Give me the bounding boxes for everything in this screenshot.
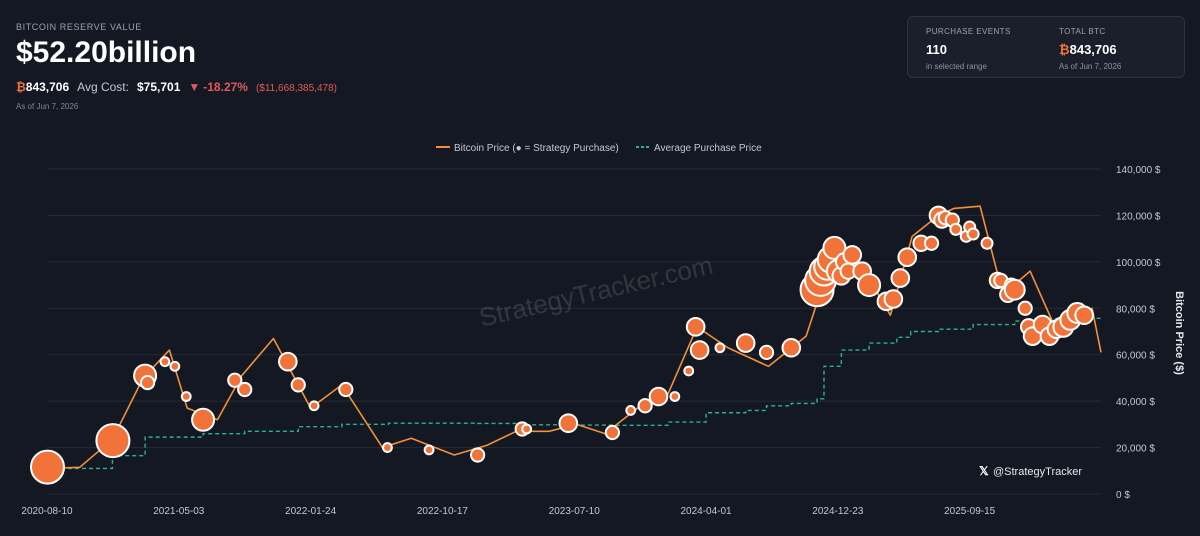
stats-line: ₿843,706 Avg Cost: $75,701 ▼ -18.27% ($1… [16,80,337,94]
reserve-unit: billion [107,36,197,69]
purchase-bubble [890,268,911,288]
purchase-bubble [290,377,306,393]
purchase-bubble [382,442,393,453]
purchase-bubble [923,235,940,251]
purchase-bubble [857,273,882,298]
y-tick-label: 100,000 $ [1116,258,1161,269]
change-absolute: ($11,668,385,478) [255,83,337,94]
purchase-bubble [227,372,243,388]
purchase-bubble [604,424,621,441]
purchase-bubble [521,423,533,435]
purchase-bubble [423,444,435,456]
btc-amount: 843,706 [25,80,70,94]
purchase-bubble [95,423,131,459]
total-btc-sub: As of Jun 7, 2026 [1059,62,1122,71]
purchase-bubble [338,381,354,398]
purchase-events-value: 110 [926,42,947,57]
credit-handle: @StrategyTracker [993,466,1082,478]
purchase-bubble [897,247,918,268]
purchase-bubble [781,337,802,358]
purchase-bubble [169,360,181,372]
total-btc-block: TOTAL BTC ₿843,706 As of Jun 7, 2026 [1059,27,1121,71]
purchase-bubble [714,342,726,354]
y-axis-title: Bitcoin Price ($) [1173,291,1185,375]
purchase-bubble [689,340,710,360]
y-tick-label: 60,000 $ [1116,351,1155,362]
purchase-bubble [883,289,904,309]
y-tick-label: 0 $ [1116,490,1130,501]
purchase-bubble [683,365,695,377]
purchase-events-sub: in selected range [926,62,987,71]
btc-symbol-icon: ₿ [16,80,26,94]
x-logo-icon: 𝕏 [979,464,989,478]
purchase-bubble [159,356,171,368]
x-tick-label: 2023-07-10 [549,506,601,517]
purchase-bubble [842,245,863,265]
purchase-events-block: PURCHASE EVENTS 110 in selected range [926,27,1011,71]
y-tick-label: 120,000 $ [1116,211,1161,222]
y-tick-label: 20,000 $ [1116,444,1155,455]
x-tick-label: 2020-08-10 [21,506,73,517]
avg-cost-label: Avg Cost: [77,80,129,94]
x-tick-label: 2024-12-23 [812,506,864,517]
purchase-bubble [625,405,637,416]
purchase-bubble [637,398,653,414]
change-percent: -18.27% [203,80,248,94]
purchase-bubble [1003,278,1026,301]
y-tick-label: 40,000 $ [1116,397,1155,408]
purchase-events-label: PURCHASE EVENTS [926,27,1011,36]
summary-card: PURCHASE EVENTS 110 in selected range TO… [907,16,1185,78]
x-tick-label: 2022-01-24 [285,506,337,517]
change-arrow-icon: ▼ [188,80,201,94]
purchase-bubble [278,351,298,372]
reserve-amount: $52.20 [16,36,108,69]
purchase-bubble [685,317,706,337]
legend-price-label: Bitcoin Price (● = Strategy Purchase) [454,143,619,154]
total-btc-symbol-icon: ₿ [1059,42,1070,57]
purchase-bubble [1074,305,1094,326]
avg-cost-value: $75,701 [136,80,181,94]
credit: 𝕏 @StrategyTracker [979,464,1082,478]
purchase-bubble [308,400,320,412]
average-purchase-price-line [47,317,1102,470]
purchase-bubble [966,227,980,241]
legend-avg-label: Average Purchase Price [654,143,762,154]
x-tick-label: 2024-04-01 [680,506,732,517]
purchase-bubble [669,391,681,402]
reserve-title: BITCOIN RESERVE VALUE [16,22,142,32]
total-btc-value: ₿843,706 [1059,42,1117,57]
chart-legend: Bitcoin Price (● = Strategy Purchase) Ave… [436,143,762,154]
purchase-bubble [29,449,65,485]
y-tick-label: 140,000 $ [1116,165,1161,176]
purchase-bubble [180,391,192,402]
y-tick-label: 80,000 $ [1116,304,1155,315]
total-btc-label: TOTAL BTC [1059,27,1106,36]
x-tick-label: 2021-05-03 [153,506,205,517]
purchase-bubble [758,344,775,360]
purchase-bubble [191,407,216,432]
reserve-value: $52.20billion [16,36,196,70]
purchase-bubble [648,386,669,407]
purchase-bubble [139,374,156,391]
purchase-bubble [735,333,756,353]
purchase-bubble [980,236,994,250]
purchase-bubble [949,222,963,236]
purchase-bubble [1017,300,1033,316]
as-of-date: As of Jun 7, 2026 [16,102,79,111]
x-tick-label: 2025-09-15 [944,506,996,517]
purchase-bubble [558,413,579,433]
purchase-bubble [470,447,486,463]
x-tick-label: 2022-10-17 [417,506,469,517]
purchase-bubble [237,381,253,398]
